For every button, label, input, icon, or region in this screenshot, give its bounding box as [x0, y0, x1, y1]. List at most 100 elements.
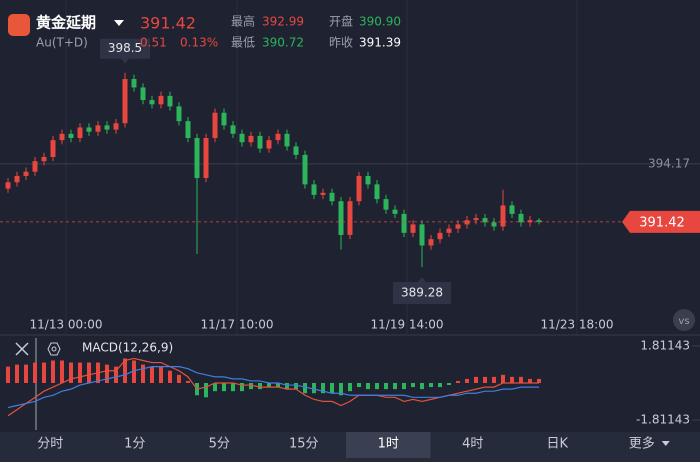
stat-label: 开盘	[329, 14, 353, 29]
candle-body	[176, 106, 182, 122]
app-icon	[8, 14, 30, 36]
macd-bar	[204, 383, 208, 398]
macd-bar	[24, 364, 28, 383]
macd-bar	[42, 362, 46, 383]
candle-body	[446, 228, 452, 233]
macd-bar	[249, 383, 253, 390]
candle-body	[95, 125, 101, 132]
macd-bar	[105, 364, 109, 383]
plot	[0, 38, 700, 304]
macd-label: MACD(12,26,9)	[82, 341, 173, 355]
change-pct: 0.13%	[180, 36, 218, 50]
macd-tick-label: 1.81143	[640, 338, 690, 352]
macd-bar	[483, 376, 487, 383]
candle-body	[203, 138, 209, 179]
code: Au(T+D)	[36, 36, 88, 50]
candle-body	[392, 209, 398, 214]
macd-bar	[501, 374, 505, 383]
candle-body	[419, 224, 425, 246]
candle-body	[383, 199, 389, 210]
macd-bar	[537, 378, 541, 383]
candle-body	[122, 79, 128, 124]
candle-body	[59, 133, 65, 141]
vs-label[interactable]: vs	[678, 316, 689, 327]
candle-body	[158, 95, 164, 105]
candle-body	[518, 213, 524, 223]
dropdown-caret[interactable]	[114, 20, 124, 26]
candle-body	[329, 192, 335, 202]
candle-body	[437, 232, 443, 240]
macd-bar	[510, 376, 514, 383]
candle-body	[149, 100, 155, 105]
macd-bar	[474, 376, 478, 383]
candle-body	[131, 79, 137, 88]
macd-tick-label: -1.81143	[636, 413, 690, 427]
macd-bar	[375, 383, 379, 390]
candle-body	[230, 125, 236, 134]
tab[interactable]: 1分	[124, 437, 145, 452]
close-icon[interactable]	[15, 342, 29, 356]
stat-value: 390.72	[262, 36, 304, 50]
macd-bar	[492, 376, 496, 383]
x-tick-label: 11/13 00:00	[30, 318, 103, 332]
candle-body	[248, 135, 254, 143]
candle-body	[194, 138, 200, 179]
macd-bar	[384, 383, 388, 390]
tab[interactable]: 15分	[289, 437, 319, 452]
candle-body	[275, 133, 281, 141]
candle-body	[86, 127, 92, 132]
macd-bar	[303, 383, 307, 394]
tab[interactable]: 分时	[37, 437, 63, 452]
candle-body	[374, 184, 380, 200]
macd-bar	[33, 362, 37, 383]
macd-bar	[87, 362, 91, 383]
candle-body	[41, 156, 47, 162]
tab[interactable]: 5分	[209, 437, 230, 452]
stat-value: 391.39	[359, 36, 401, 50]
candle-body	[428, 239, 434, 246]
candle-body	[113, 123, 119, 130]
vs-button[interactable]	[673, 309, 695, 331]
callout-box	[393, 276, 451, 304]
macd-bar	[438, 383, 442, 388]
callout-high: 398.5	[108, 41, 142, 55]
candle-body	[410, 224, 416, 233]
candle-body	[320, 192, 326, 195]
macd-bar	[78, 362, 82, 383]
candle-body	[14, 175, 20, 183]
tab-caret[interactable]	[661, 441, 670, 446]
macd-bar	[141, 364, 145, 383]
candle-body	[185, 121, 191, 139]
candle-body	[338, 201, 344, 235]
macd-bar	[366, 383, 370, 390]
macd-bar	[240, 383, 244, 392]
macd-bar	[213, 383, 217, 392]
candle-body	[536, 220, 542, 222]
grid	[0, 0, 700, 335]
macd-bar	[321, 383, 325, 394]
tab[interactable]: 更多	[629, 436, 655, 452]
candle-body	[257, 135, 263, 149]
settings-icon-dot	[51, 346, 57, 352]
macd-bar	[276, 383, 280, 388]
y-tick-label: 394.17	[648, 156, 690, 170]
callout-low: 389.28	[401, 285, 443, 299]
candle-body	[68, 133, 74, 139]
candle-body	[455, 224, 461, 229]
macd-bar	[15, 364, 19, 383]
tab[interactable]: 1时	[378, 437, 399, 452]
macd-bar	[519, 376, 523, 383]
candle-body	[167, 95, 173, 107]
price: 391.42	[140, 14, 196, 33]
macd-bar	[402, 383, 406, 390]
stat-value: 390.90	[359, 15, 401, 29]
candle-body	[500, 205, 506, 227]
candle-body	[212, 112, 218, 139]
tab[interactable]: 4时	[462, 437, 483, 452]
title[interactable]: 黄金延期	[36, 14, 96, 32]
last-price-tag	[622, 210, 700, 233]
tab-selected-bg	[346, 432, 431, 458]
settings-icon[interactable]	[47, 342, 61, 356]
tab[interactable]: 日K	[546, 437, 568, 452]
